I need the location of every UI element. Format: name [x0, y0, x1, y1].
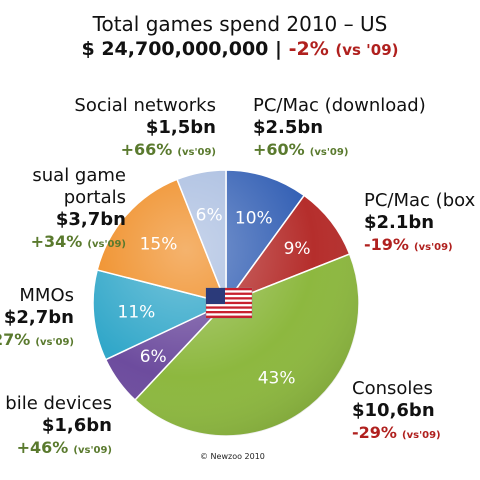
label-value: $3,7bn: [55, 209, 126, 230]
label-vs: (vs'09): [402, 430, 441, 441]
label-change: 27%: [0, 330, 31, 349]
label-mobile-devices: bile devices $1,6bn +46% (vs'09): [5, 393, 112, 462]
slice-percent-label: 6%: [140, 347, 167, 367]
label-name-line2: portals: [63, 187, 126, 208]
slice-percent-label: 6%: [196, 206, 223, 226]
label-consoles: Consoles $10,6bn -29% (vs'09): [352, 378, 441, 447]
label-value: $1,6bn: [41, 415, 112, 436]
label-change: -19%: [364, 235, 409, 254]
label-vs: (vs'09): [73, 445, 112, 456]
slice-percent-label: 10%: [235, 208, 273, 228]
copyright-note: © Newzoo 2010: [200, 452, 265, 461]
label-value: $2,7bn: [3, 307, 74, 328]
label-name: PC/Mac (box: [364, 190, 476, 211]
label-name: PC/Mac (download): [253, 95, 426, 116]
label-name-line1: sual game: [32, 165, 126, 186]
total-value: $ 24,700,000,000: [81, 38, 269, 60]
label-change: +46%: [16, 438, 69, 457]
slice-percent-label: 43%: [258, 368, 296, 388]
total-spend: $ 24,700,000,000 | -2% (vs '09): [0, 38, 480, 60]
chart-title-block: Total games spend 2010 – US $ 24,700,000…: [0, 12, 480, 60]
chart-title: Total games spend 2010 – US: [92, 12, 388, 36]
label-vs: (vs'09): [35, 337, 74, 348]
label-name: MMOs: [19, 285, 74, 306]
label-vs: (vs'09): [177, 147, 216, 158]
total-separator: |: [275, 38, 282, 60]
label-change: +34%: [30, 232, 83, 251]
label-vs: (vs'09): [414, 242, 453, 253]
label-value: $1,5bn: [145, 117, 216, 138]
label-name: Social networks: [74, 95, 216, 116]
us-flag-icon: [205, 287, 253, 319]
total-change: -2%: [288, 38, 329, 60]
slice-percent-label: 11%: [118, 302, 156, 322]
slice-percent-label: 9%: [284, 239, 311, 259]
label-pc-box: PC/Mac (box $2.1bn -19% (vs'09): [364, 190, 475, 259]
label-vs: (vs'09): [309, 147, 349, 158]
label-value: $2.1bn: [364, 212, 435, 233]
label-value: $2.5bn: [253, 117, 324, 138]
label-value: $10,6bn: [352, 400, 435, 421]
label-name: Consoles: [352, 378, 433, 399]
label-name: bile devices: [5, 393, 112, 414]
label-mmos: MMOs $2,7bn 27% (vs'09): [0, 285, 74, 354]
label-change: -29%: [352, 423, 397, 442]
label-change: +66%: [120, 140, 173, 159]
total-vs: (vs '09): [335, 41, 399, 59]
slice-percent-label: 15%: [140, 234, 178, 254]
label-social-networks: Social networks $1,5bn +66% (vs'09): [74, 95, 216, 164]
label-change: +60%: [253, 140, 305, 159]
label-vs: (vs'09): [87, 239, 126, 250]
label-casual-game-portals: sual game portals $3,7bn +34% (vs'09): [31, 165, 126, 256]
label-pc-download: PC/Mac (download) $2.5bn +60% (vs'09): [253, 95, 426, 164]
